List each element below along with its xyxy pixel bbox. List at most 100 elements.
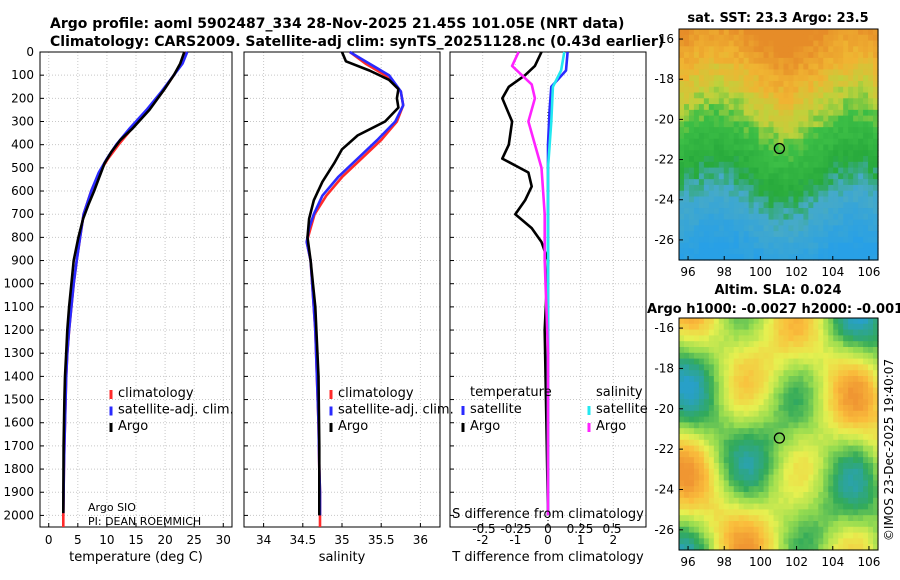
heatmap-cell	[718, 364, 725, 371]
heatmap-cell	[728, 329, 735, 336]
heatmap-cell	[768, 242, 775, 250]
heatmap-cell	[788, 532, 795, 539]
map-y-tick-label: -22	[654, 153, 674, 167]
heatmap-cell	[733, 86, 740, 94]
heatmap-cell	[748, 457, 755, 464]
map-x-tick-label: 98	[717, 555, 732, 569]
heatmap-cell	[833, 405, 839, 412]
heatmap-cell	[853, 416, 859, 423]
heatmap-cell	[778, 29, 785, 36]
heatmap-cell	[688, 46, 695, 53]
heatmap-cell	[703, 416, 710, 423]
heatmap-cell	[788, 387, 795, 394]
heatmap-cell	[798, 98, 804, 105]
heatmap-cell	[748, 329, 755, 336]
heatmap-cell	[868, 40, 874, 47]
heatmap-cell	[798, 544, 804, 551]
heatmap-cell	[728, 335, 735, 342]
heatmap-cell	[818, 132, 824, 140]
heatmap-cell	[728, 428, 735, 435]
heatmap-cell	[863, 451, 869, 458]
heatmap-cell	[858, 196, 864, 203]
heatmap-cell	[843, 515, 849, 522]
heatmap-cell	[833, 474, 839, 481]
heatmap-cell	[728, 98, 735, 105]
heatmap-cell	[713, 393, 720, 400]
heatmap-cell	[873, 80, 879, 88]
heatmap-cell	[753, 98, 760, 105]
heatmap-cell	[743, 225, 750, 232]
heatmap-cell	[863, 236, 869, 244]
heatmap-cell	[808, 248, 814, 255]
heatmap-cell	[828, 486, 834, 493]
heatmap-cell	[753, 161, 760, 169]
heatmap-cell	[748, 132, 755, 140]
heatmap-cell	[823, 34, 829, 42]
heatmap-cell	[758, 521, 765, 528]
heatmap-cell	[703, 202, 710, 209]
heatmap-cell	[708, 109, 715, 117]
heatmap-cell	[818, 323, 824, 331]
heatmap-cell	[873, 318, 879, 325]
heatmap-cell	[873, 463, 879, 470]
heatmap-cell	[723, 376, 730, 383]
heatmap-cell	[808, 29, 814, 36]
heatmap-cell	[848, 445, 854, 452]
heatmap-cell	[843, 248, 849, 255]
heatmap-cell	[718, 138, 725, 146]
heatmap-cell	[758, 242, 765, 250]
heatmap-cell	[758, 376, 765, 383]
heatmap-cell	[848, 34, 854, 42]
heatmap-cell	[848, 150, 854, 157]
heatmap-cell	[853, 434, 859, 441]
heatmap-cell	[723, 387, 730, 394]
heatmap-cell	[788, 399, 795, 406]
heatmap-cell	[858, 474, 864, 481]
heatmap-cell	[718, 509, 725, 516]
heatmap-cell	[728, 213, 735, 221]
heatmap-cell	[758, 492, 765, 499]
heatmap-cell	[718, 80, 725, 88]
heatmap-cell	[768, 318, 775, 325]
heatmap-cell	[713, 416, 720, 423]
heatmap-cell	[748, 52, 755, 59]
heatmap-cell	[843, 132, 849, 140]
heatmap-cell	[873, 422, 879, 429]
heatmap-cell	[858, 40, 864, 47]
heatmap-cell	[743, 451, 750, 458]
heatmap-cell	[703, 92, 710, 99]
heatmap-cell	[703, 219, 710, 226]
heatmap-cell	[858, 63, 864, 71]
heatmap-cell	[838, 208, 844, 215]
heatmap-cell	[783, 115, 790, 123]
heatmap-cell	[783, 156, 790, 163]
heatmap-cell	[708, 75, 715, 82]
heatmap-cell	[793, 161, 799, 169]
heatmap-cell	[753, 347, 760, 354]
heatmap-cell	[748, 69, 755, 76]
heatmap-cell	[788, 127, 795, 134]
heatmap-cell	[703, 364, 710, 371]
heatmap-cell	[793, 376, 799, 383]
heatmap-cell	[718, 503, 725, 510]
heatmap-cell	[818, 144, 824, 151]
heatmap-cell	[713, 457, 720, 464]
heatmap-cell	[693, 34, 700, 42]
heatmap-cell	[848, 526, 854, 534]
heatmap-cell	[858, 132, 864, 140]
heatmap-cell	[873, 254, 879, 261]
heatmap-cell	[743, 115, 750, 123]
heatmap-cell	[703, 492, 710, 499]
heatmap-cell	[773, 335, 780, 342]
heatmap-cell	[783, 173, 790, 180]
heatmap-cell	[813, 538, 819, 545]
heatmap-cell	[808, 69, 814, 76]
heatmap-cell	[868, 213, 874, 221]
heatmap-cell	[873, 161, 879, 169]
heatmap-cell	[773, 428, 780, 435]
heatmap-cell	[763, 132, 770, 140]
heatmap-cell	[763, 196, 770, 203]
heatmap-cell	[713, 231, 720, 238]
heatmap-cell	[813, 109, 819, 117]
heatmap-cell	[683, 364, 690, 371]
